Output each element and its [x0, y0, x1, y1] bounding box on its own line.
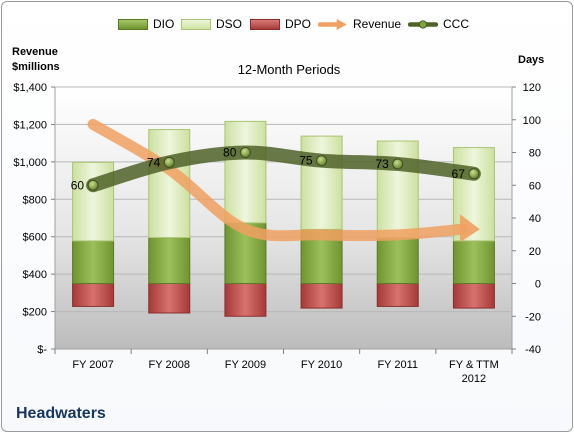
bar-dso [376, 140, 419, 239]
company-name: Headwaters [16, 405, 106, 422]
right-axis-title: Days [518, 54, 545, 66]
left-tick-label: $1,000 [13, 157, 47, 169]
bar-dio [72, 240, 115, 285]
x-tick-label: FY 2010 [301, 359, 342, 371]
ccc-data-label: 60 [71, 178, 85, 192]
legend-label-dio: DIO [153, 17, 175, 31]
right-tick-label: 40 [529, 213, 541, 225]
left-axis-title: Revenue $millions [12, 45, 60, 75]
right-tick-label: -20 [525, 311, 541, 323]
ccc-line-marker-icon [408, 20, 438, 29]
bar-dio [452, 240, 495, 285]
right-tick-label: 0 [535, 279, 541, 291]
revenue-arrowhead [459, 214, 480, 243]
ccc-data-label: 74 [147, 155, 161, 169]
bar-dpo [224, 283, 267, 317]
ccc-line [86, 145, 481, 193]
ccc-data-label: 67 [452, 167, 466, 181]
left-axis-title-line-2: $millions [12, 61, 60, 73]
x-tick-label: 2012 [462, 373, 486, 385]
ccc-point [316, 155, 328, 167]
left-tick-label: $- [37, 344, 47, 356]
bar-dio [148, 237, 191, 284]
left-tick-label: $1,400 [13, 82, 47, 94]
plot-area [54, 86, 513, 350]
legend-label-ccc: CCC [443, 17, 469, 31]
left-tick-label: $800 [23, 194, 47, 206]
bar-dio [376, 237, 419, 284]
ccc-point [392, 158, 404, 170]
revenue-arrow-icon [318, 19, 347, 30]
legend: DIO DSO DPO Revenue CCC [0, 15, 574, 35]
left-axis-title-line-1: Revenue [12, 46, 58, 58]
ccc-point [163, 156, 175, 168]
left-tick-label: $200 [23, 307, 47, 319]
ccc-point [468, 168, 480, 180]
bar-dso [300, 135, 343, 230]
legend-label-revenue: Revenue [353, 17, 402, 31]
x-tick-label: FY 2009 [225, 359, 266, 371]
right-tick-label: 60 [529, 180, 541, 192]
ccc-data-label: 80 [223, 146, 237, 160]
ccc-point [87, 179, 99, 191]
ccc-data-label: 75 [299, 154, 313, 168]
bar-dpo [300, 283, 343, 309]
right-tick-label: 20 [529, 246, 541, 258]
dio-swatch [118, 19, 148, 30]
right-tick-label: -40 [525, 344, 541, 356]
bar-dpo [72, 283, 115, 307]
bar-dpo [148, 283, 191, 314]
x-tick-label: FY & TTM [449, 359, 499, 371]
legend-label-dso: DSO [216, 17, 243, 31]
x-tick-label: FY 2008 [149, 359, 190, 371]
left-tick-label: $600 [23, 232, 47, 244]
ccc-data-label: 73 [375, 157, 389, 171]
dpo-swatch [250, 19, 280, 30]
ccc-point [239, 147, 251, 158]
x-tick-label: FY 2007 [72, 359, 113, 371]
bar-dpo [376, 283, 419, 307]
chart-title: 12-Month Periods [237, 62, 341, 77]
left-tick-label: $400 [23, 269, 47, 281]
dso-swatch [181, 19, 211, 30]
bar-dso [224, 120, 267, 224]
left-tick-label: $1,200 [13, 119, 47, 131]
x-tick-label: FY 2011 [377, 359, 418, 371]
legend-label-dpo: DPO [285, 17, 312, 31]
bar-dpo [452, 283, 495, 309]
right-tick-label: 100 [523, 115, 541, 127]
right-tick-label: 80 [529, 148, 541, 160]
right-tick-label: 120 [523, 82, 541, 94]
